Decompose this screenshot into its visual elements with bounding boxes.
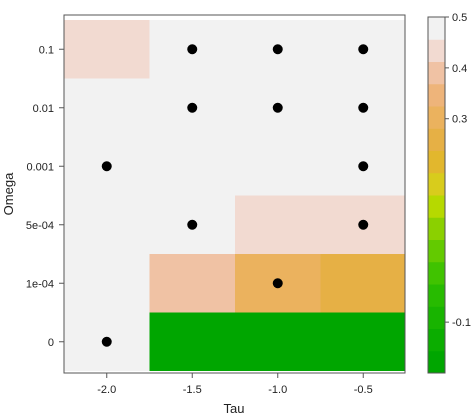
data-point (187, 219, 198, 230)
x-tick-label: -2.0 (97, 384, 116, 396)
y-tick-label: 1e-04 (26, 278, 54, 290)
data-point (358, 44, 369, 55)
x-tick-label: -0.5 (354, 384, 373, 396)
data-point (187, 102, 198, 113)
heatmap-cell (235, 195, 321, 254)
data-point (358, 161, 369, 172)
colorbar-band (428, 61, 445, 85)
colorbar-tick-label: 0.3 (452, 114, 467, 126)
colorbar-ticks: -0.1 0.3 0.4 0.5 (445, 12, 471, 329)
colorbar-band (428, 39, 445, 62)
y-tick-label: 0 (48, 337, 54, 349)
y-tick-label: 0.1 (39, 44, 54, 56)
colorbar-band (428, 284, 445, 307)
colorbar-band (428, 261, 445, 285)
data-point (101, 336, 112, 347)
heatmap-cell (64, 254, 150, 313)
colorbar-band (428, 17, 445, 40)
colorbar-band (428, 217, 445, 240)
heatmap-cells (64, 20, 405, 371)
colorbar-band (428, 83, 445, 107)
colorbar-band (428, 128, 445, 151)
heatmap-cell (235, 312, 321, 371)
data-points (101, 44, 369, 347)
colorbar-band (428, 328, 445, 352)
heatmap-cell (64, 195, 150, 254)
heatmap-cell (149, 137, 235, 196)
heatmap-cell (64, 78, 150, 137)
heatmap-cell (320, 312, 405, 371)
plot-frame (63, 14, 406, 374)
colorbar-band (428, 150, 445, 174)
colorbar (428, 17, 445, 374)
heatmap-cell (235, 137, 321, 196)
data-point (101, 161, 112, 172)
y-axis-label: Omega (1, 172, 16, 215)
y-axis-ticks: 0 1e-04 5e-04 0.001 0.01 0.1 (26, 44, 64, 349)
colorbar-band (428, 306, 445, 329)
x-tick-label: -1.0 (268, 384, 287, 396)
y-tick-label: 0.01 (33, 103, 54, 115)
heatmap-cell (149, 254, 235, 313)
y-tick-label: 5e-04 (26, 220, 54, 232)
heatmap-cell (149, 312, 235, 371)
colorbar-tick-label: 0.4 (452, 63, 467, 75)
heatmap-cell (320, 254, 405, 313)
colorbar-band (428, 106, 445, 129)
data-point (272, 44, 283, 55)
colorbar-frame (427, 16, 446, 374)
data-point (187, 44, 198, 55)
x-tick-label: -1.5 (183, 384, 202, 396)
data-point (272, 278, 283, 289)
colorbar-band (428, 239, 445, 263)
colorbar-band (428, 350, 445, 374)
x-axis-label: Tau (224, 401, 245, 416)
y-tick-label: 0.001 (26, 161, 54, 173)
colorbar-band (428, 195, 445, 218)
x-axis-ticks: -2.0 -1.5 -1.0 -0.5 (97, 373, 373, 396)
data-point (358, 102, 369, 113)
colorbar-band (428, 172, 445, 196)
colorbar-tick-label: 0.5 (452, 12, 467, 24)
data-point (272, 102, 283, 113)
colorbar-tick-label: -0.1 (452, 317, 471, 329)
data-point (358, 219, 369, 230)
heatmap-cell (64, 20, 150, 79)
